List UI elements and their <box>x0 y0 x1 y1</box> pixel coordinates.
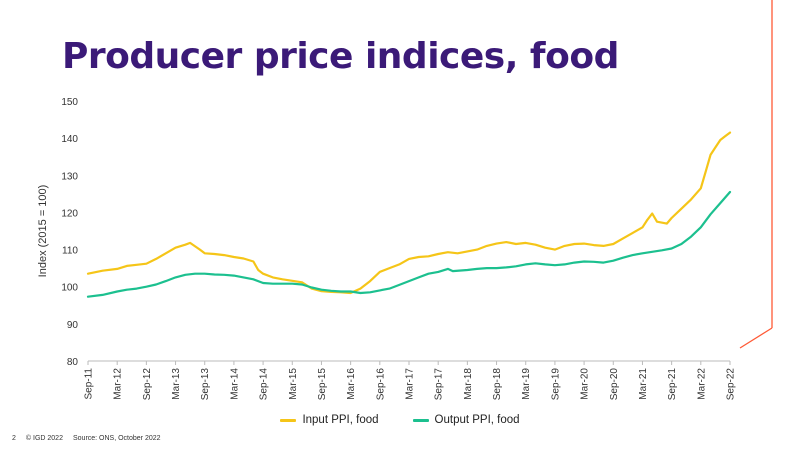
x-tick-label: Mar-16 <box>346 368 357 400</box>
legend-swatch-input <box>280 418 297 422</box>
accent-line <box>739 327 773 349</box>
y-tick-label: 90 <box>67 320 79 331</box>
y-axis: 80 90 100 110 120 130 140 150 <box>61 97 78 368</box>
page-number: 2 <box>12 435 16 442</box>
input-ppi-line <box>86 131 732 295</box>
x-tick-label: Mar-13 <box>171 368 182 400</box>
x-tick-label: Mar-15 <box>288 368 299 400</box>
x-tick-label: Mar-14 <box>229 368 240 400</box>
legend-item-output: Output PPI, food <box>412 414 520 426</box>
y-tick-label: 120 <box>61 208 78 219</box>
footer: 2 © IGD 2022 Source: ONS, October 2022 <box>12 435 161 442</box>
x-tick-label: Sep-21 <box>667 368 678 401</box>
x-tick-label: Mar-18 <box>463 368 474 400</box>
legend: Input PPI, food Output PPI, food <box>0 414 800 426</box>
x-tick-label: Sep-16 <box>375 368 386 401</box>
legend-label-output: Output PPI, food <box>434 414 520 426</box>
x-tick-label: Sep-15 <box>317 368 328 401</box>
output-ppi-line <box>86 190 732 298</box>
x-tick-label: Mar-20 <box>580 368 591 400</box>
x-tick-label: Mar-22 <box>696 368 707 400</box>
legend-swatch-output <box>412 418 429 422</box>
x-tick-label: Mar-17 <box>405 368 416 400</box>
x-tick-label: Sep-14 <box>259 368 270 401</box>
x-tick-label: Sep-17 <box>434 368 445 401</box>
series-lines <box>86 131 732 298</box>
x-tick-label: Mar-19 <box>521 368 532 400</box>
source-note: Source: ONS, October 2022 <box>72 435 161 442</box>
y-tick-label: 80 <box>67 357 79 368</box>
x-axis: Sep-11 Mar-12 Sep-12 Mar-13 Sep-13 Mar-14 Sep-… <box>84 360 737 401</box>
y-tick-label: 150 <box>61 97 78 108</box>
x-tick-label: Mar-21 <box>638 368 649 400</box>
y-tick-label: 100 <box>61 283 78 294</box>
y-tick-label: 130 <box>61 171 78 182</box>
page-title: Producer price indices, food <box>62 36 619 77</box>
x-tick-label: Sep-12 <box>142 368 153 401</box>
copyright: © IGD 2022 <box>25 435 63 442</box>
y-axis-title: Index (2015 = 100) <box>37 185 49 278</box>
legend-label-input: Input PPI, food <box>302 414 379 426</box>
y-tick-label: 110 <box>62 246 78 257</box>
x-tick-label: Sep-22 <box>726 368 737 401</box>
x-tick-label: Mar-12 <box>113 368 124 400</box>
x-tick-label: Sep-11 <box>84 368 95 400</box>
x-tick-label: Sep-20 <box>609 368 620 401</box>
legend-item-input: Input PPI, food <box>280 414 379 426</box>
y-tick-label: 140 <box>61 134 78 145</box>
x-tick-label: Sep-13 <box>200 368 211 401</box>
x-tick-label: Sep-19 <box>550 368 561 401</box>
x-tick-label: Sep-18 <box>492 368 503 401</box>
